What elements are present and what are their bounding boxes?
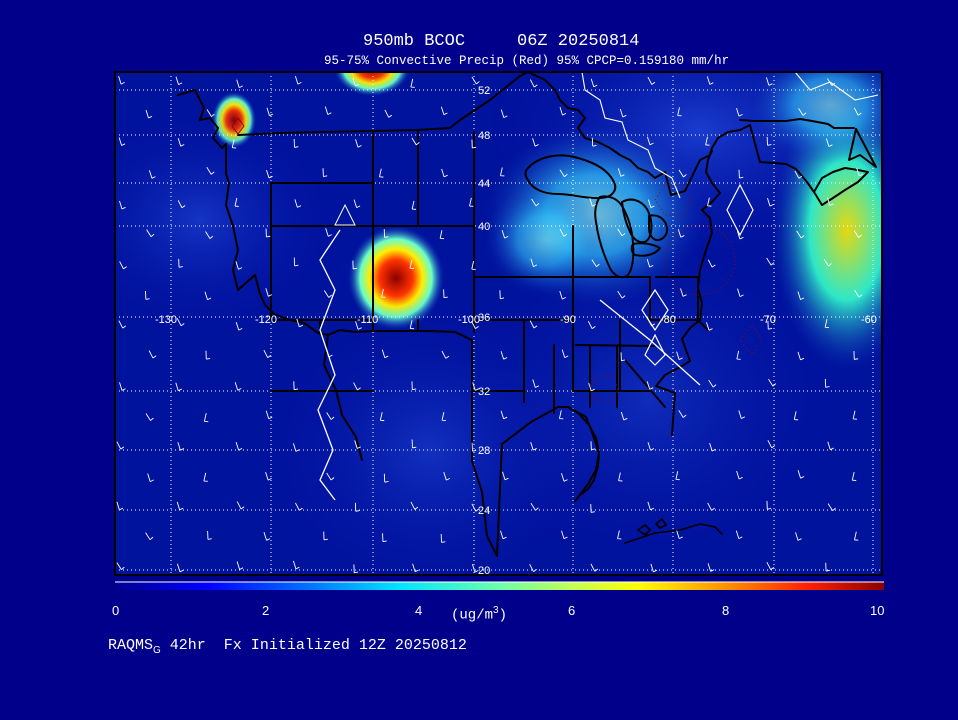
svg-text:-60: -60 [861, 314, 877, 326]
svg-text:-100: -100 [458, 314, 480, 326]
svg-text:-130: -130 [155, 314, 177, 326]
svg-text:48: 48 [478, 130, 490, 142]
svg-text:52: 52 [478, 85, 490, 97]
svg-text:-120: -120 [255, 314, 277, 326]
svg-text:-70: -70 [760, 314, 776, 326]
svg-text:32: 32 [478, 386, 490, 398]
svg-text:20: 20 [478, 565, 490, 577]
svg-text:-80: -80 [660, 314, 676, 326]
svg-text:-110: -110 [357, 314, 378, 326]
svg-text:36: 36 [478, 312, 490, 324]
svg-text:44: 44 [478, 178, 490, 190]
svg-text:24: 24 [478, 505, 490, 517]
svg-text:28: 28 [478, 445, 490, 457]
svg-text:-90: -90 [560, 314, 576, 326]
svg-text:40: 40 [478, 221, 490, 233]
